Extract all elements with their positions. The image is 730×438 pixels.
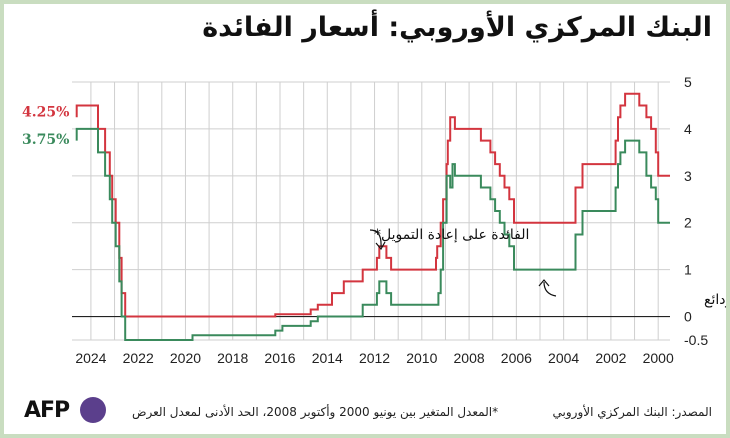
y-tick-label: 4 bbox=[684, 121, 692, 137]
x-tick-label: 2018 bbox=[217, 350, 248, 366]
chart-frame: البنك المركزي الأوروبي: أسعار الفائدة 5 4… bbox=[4, 4, 726, 434]
x-tick-label: 2024 bbox=[75, 350, 106, 366]
y-tick-label: 2 bbox=[684, 215, 692, 231]
x-tick-label: 2008 bbox=[454, 350, 485, 366]
y-tick-label: 0 bbox=[684, 309, 692, 325]
x-tick-label: 2012 bbox=[359, 350, 390, 366]
y-tick-label: 1 bbox=[684, 262, 692, 278]
end-label-refinancing: 4.25% bbox=[22, 104, 69, 120]
y-tick-label: 5 bbox=[684, 74, 692, 90]
x-tick-label: 2016 bbox=[264, 350, 295, 366]
annotation-deposit: الفائدة على الودائع bbox=[704, 292, 726, 308]
annotation-refinancing-arrow bbox=[369, 229, 382, 248]
y-tick-label: 3 bbox=[684, 168, 692, 184]
afp-logo-dot bbox=[80, 397, 106, 423]
footnote: *المعدل المتغير بين يونيو 2000 وأكتوبر 2… bbox=[132, 405, 499, 419]
afp-logo: AFP bbox=[24, 398, 70, 423]
series-deposit-line bbox=[75, 127, 670, 341]
x-tick-label: 2014 bbox=[312, 350, 343, 366]
x-tick-label: 2000 bbox=[643, 350, 674, 366]
x-tick-label: 2010 bbox=[406, 350, 437, 366]
x-tick-label: 2020 bbox=[170, 350, 201, 366]
x-tick-label: 2022 bbox=[123, 350, 154, 366]
source-note: المصدر: البنك المركزي الأوروبي bbox=[552, 405, 712, 419]
x-tick-label: 2004 bbox=[548, 350, 579, 366]
series-refinancing-line bbox=[75, 92, 670, 318]
annotation-refinancing-arrowhead bbox=[375, 241, 386, 251]
annotation-refinancing: الفائدة على إعادة التمويل* bbox=[374, 227, 529, 243]
chart-title: البنك المركزي الأوروبي: أسعار الفائدة bbox=[202, 12, 712, 43]
y-tick-label: -0.5 bbox=[684, 332, 708, 348]
x-tick-label: 2006 bbox=[501, 350, 532, 366]
x-tick-label: 2002 bbox=[595, 350, 626, 366]
end-label-deposit: 3.75% bbox=[22, 132, 69, 148]
rate-chart: 5 4 3 2 1 0 -0.5 2024 2022 2020 2018 2016 2014 2012 20… bbox=[22, 74, 726, 366]
annotation-deposit-arrow bbox=[543, 281, 557, 297]
footer: AFP *المعدل المتغير بين يونيو 2000 وأكتو… bbox=[4, 396, 726, 430]
annotation-deposit-arrowhead bbox=[538, 279, 550, 287]
